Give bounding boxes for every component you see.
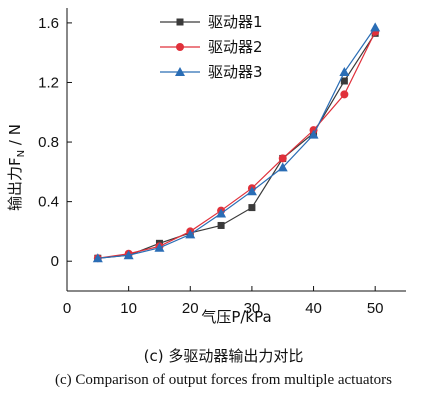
legend-item-2: 驱动器2 <box>160 38 263 56</box>
data-point <box>246 186 257 196</box>
legend-label: 驱动器2 <box>208 38 263 56</box>
x-axis-label: 气压P/kPa <box>201 308 271 326</box>
x-tick-label: 20 <box>182 300 199 317</box>
chart: 0 10 20 30 40 50 0 0.4 0.8 1.2 1.6 气压P/kPa 输出力FN / N… <box>6 8 406 326</box>
y-tick-label: 0.8 <box>38 134 59 151</box>
data-point <box>154 242 165 252</box>
data-point <box>340 77 348 85</box>
data-point <box>217 221 225 229</box>
data-point <box>185 229 196 239</box>
data-point <box>248 204 256 212</box>
data-point <box>216 208 227 218</box>
legend-item-1: 驱动器1 <box>160 13 263 31</box>
data-point <box>308 129 319 139</box>
x-tick-label: 0 <box>63 300 71 317</box>
y-tick-label: 1.6 <box>38 15 59 32</box>
data-point <box>175 67 185 76</box>
legend-label: 驱动器1 <box>208 13 263 31</box>
x-tick-label: 40 <box>305 300 322 317</box>
data-point <box>176 43 184 51</box>
legend-item-3: 驱动器3 <box>160 63 263 81</box>
x-tick-label: 10 <box>120 300 137 317</box>
legend-label: 驱动器3 <box>208 63 263 81</box>
legend: 驱动器1 驱动器2 驱动器3 <box>160 13 263 81</box>
series-line <box>97 27 376 259</box>
data-point <box>176 18 184 26</box>
data-point <box>339 67 350 77</box>
series-line <box>97 32 376 259</box>
y-tick-label: 1.2 <box>38 74 59 91</box>
axes: 0 10 20 30 40 50 0 0.4 0.8 1.2 1.6 气压P/kPa 输出力FN / N <box>6 8 406 326</box>
y-axis-label-unit: / N <box>6 124 24 150</box>
caption-chinese: (c) 多驱动器输出力对比 <box>143 347 304 365</box>
y-axis-label: 输出力FN / N <box>6 124 27 211</box>
y-axis-label-subscript: N <box>16 150 27 157</box>
data-point <box>278 154 287 163</box>
data-point <box>92 253 103 263</box>
y-tick-label: 0.4 <box>38 194 59 211</box>
x-tick-label: 50 <box>367 300 384 317</box>
data-point <box>340 90 349 99</box>
y-tick-label: 0 <box>51 253 59 270</box>
series-3 <box>92 22 381 263</box>
data-point <box>123 250 134 260</box>
series-layer <box>92 22 381 263</box>
data-point <box>370 22 381 32</box>
data-point <box>277 162 288 172</box>
y-axis-label-main: 输出力F <box>6 157 24 211</box>
series-line <box>97 31 376 259</box>
x-tick-label: 30 <box>244 300 261 317</box>
caption-english: (c) Comparison of output forces from mul… <box>55 372 392 388</box>
